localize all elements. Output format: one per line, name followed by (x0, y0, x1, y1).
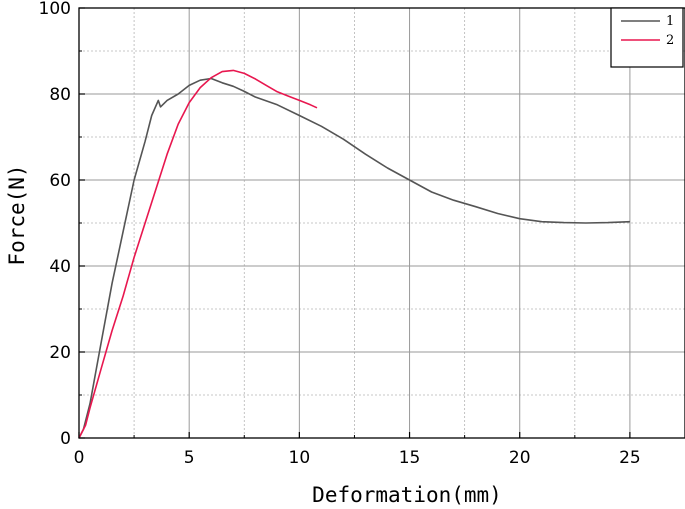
x-tick-label: 0 (74, 448, 85, 468)
series-line-1 (78, 77, 630, 439)
legend: 1 2 (610, 7, 684, 68)
x-tick-label: 5 (184, 448, 195, 468)
y-tick-label: 0 (60, 429, 71, 449)
x-tick-label: 20 (509, 448, 531, 468)
x-tick-label: 10 (289, 448, 311, 468)
x-tick-label: 25 (619, 448, 641, 468)
y-axis-title: Force(N) (5, 164, 29, 265)
x-tick-label: 15 (399, 448, 421, 468)
x-axis-title: Deformation(mm) (312, 483, 502, 507)
y-tick-label: 80 (49, 85, 71, 105)
y-tick-label: 60 (49, 171, 71, 191)
y-tick-label: 100 (39, 0, 71, 19)
tick-marks (78, 7, 631, 439)
y-tick-label: 20 (49, 343, 71, 363)
legend-box (610, 7, 684, 68)
y-tick-label: 40 (49, 257, 71, 277)
major-grid (79, 8, 685, 438)
y-tick-labels: 0 20 40 60 80 100 (39, 0, 71, 449)
series-line-2 (78, 69, 318, 439)
series-layer (78, 69, 630, 439)
legend-label-series-1: 1 (666, 14, 674, 29)
legend-label-series-2: 2 (666, 33, 674, 48)
x-tick-labels: 0 5 10 15 20 25 (74, 448, 641, 468)
